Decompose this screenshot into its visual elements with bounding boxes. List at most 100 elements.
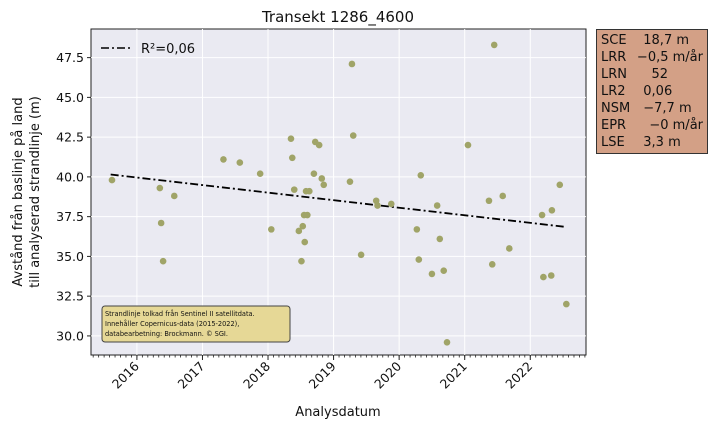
- x-tick-label: 2018: [240, 358, 273, 391]
- data-point: [295, 227, 303, 235]
- x-tick-label: 2021: [437, 359, 470, 392]
- y-tick-label: 45.0: [56, 90, 84, 105]
- annotation-line-3: databearbetning: Brockmann. © SGI.: [105, 330, 228, 338]
- data-point: [310, 170, 318, 178]
- data-point: [485, 197, 493, 205]
- data-point: [464, 141, 472, 149]
- data-point: [349, 132, 357, 139]
- stat-row-lrn: LRN 52: [601, 66, 703, 83]
- stat-key: LSE: [601, 135, 625, 150]
- data-point: [357, 251, 365, 259]
- y-tick-label: 30.0: [56, 328, 84, 343]
- legend: R²=0,06: [101, 42, 195, 57]
- legend-label: R²=0,06: [141, 42, 195, 57]
- y-axis-label-line-2: till analyserad strandlinje (m): [28, 96, 43, 288]
- data-point: [443, 338, 451, 346]
- y-tick-label: 47.5: [56, 50, 84, 65]
- stat-row-epr: EPR −0 m/år: [601, 117, 703, 134]
- data-point: [428, 270, 436, 278]
- data-point: [436, 235, 444, 243]
- stat-value: −0,5 m/år: [628, 50, 703, 65]
- stat-value: 3,3 m: [635, 135, 681, 150]
- stat-value: −7,7 m: [635, 101, 692, 116]
- data-point: [108, 176, 116, 184]
- stat-key: SCE: [601, 33, 627, 48]
- data-point: [505, 245, 513, 252]
- stat-key: EPR: [601, 118, 627, 133]
- x-tick-label: 2017: [174, 359, 207, 392]
- stat-value: 0,06: [635, 84, 673, 99]
- data-point: [267, 226, 275, 233]
- data-point: [288, 154, 296, 162]
- data-points: [108, 41, 570, 346]
- data-point: [236, 159, 244, 166]
- data-point: [433, 202, 441, 209]
- data-point: [346, 178, 354, 185]
- data-point: [156, 184, 164, 192]
- stat-row-lrr: LRR −0,5 m/år: [601, 49, 703, 66]
- x-axis-ticks: 2016 2017 2018 2019 2020 2021 2022: [92, 355, 586, 392]
- data-point: [499, 192, 507, 200]
- x-tick-label: 2016: [109, 358, 142, 391]
- grid: [91, 29, 586, 355]
- stat-row-lr2: LR2 0,06: [601, 83, 703, 100]
- y-axis-ticks: 30.0 32.5 35.0 37.5 40.0 42.5 45.0 47.5: [56, 50, 91, 343]
- annotation-line-1: Strandlinje tolkad från Sentinel II sate…: [105, 309, 255, 318]
- data-point: [538, 211, 546, 219]
- data-point: [387, 200, 395, 208]
- data-point: [315, 141, 323, 149]
- data-point: [556, 181, 564, 189]
- plot-area: [90, 28, 587, 356]
- data-point: [548, 206, 556, 214]
- statistics-box: SCE 18,7 m LRR −0,5 m/år LRN 52 LR2 0,06…: [596, 29, 708, 154]
- x-tick-label: 2019: [306, 358, 339, 391]
- data-point: [157, 219, 165, 227]
- data-point: [348, 60, 356, 68]
- data-point: [563, 300, 570, 308]
- y-tick-label: 42.5: [56, 130, 84, 145]
- y-tick-label: 32.5: [56, 289, 84, 304]
- stat-row-nsm: NSM −7,7 m: [601, 100, 703, 117]
- data-point: [287, 135, 295, 143]
- trend-line: [110, 173, 567, 228]
- stat-key: LRN: [601, 67, 627, 82]
- stat-value: −0 m/år: [628, 118, 703, 133]
- stat-key: LR2: [601, 84, 626, 99]
- stat-key: NSM: [601, 101, 631, 116]
- data-point: [440, 267, 448, 275]
- trend-line-group: [110, 173, 567, 228]
- stat-row-sce: SCE 18,7 m: [601, 32, 703, 49]
- source-annotation: Strandlinje tolkad från Sentinel II sate…: [101, 305, 291, 343]
- data-point: [415, 256, 423, 263]
- x-tick-label: 2022: [502, 359, 535, 392]
- stat-row-lse: LSE 3,3 m: [601, 134, 703, 151]
- x-tick-label: 2020: [371, 358, 404, 391]
- data-point: [301, 238, 309, 246]
- data-point: [413, 226, 421, 233]
- y-tick-label: 40.0: [56, 169, 84, 184]
- data-point: [170, 192, 178, 200]
- data-point: [374, 202, 381, 209]
- data-point: [299, 222, 307, 230]
- y-axis-label-line-1: Avstånd från baslinje på land: [11, 97, 26, 286]
- data-point: [417, 172, 425, 179]
- data-point: [306, 187, 313, 195]
- annotation-box: [101, 305, 291, 343]
- data-point: [540, 273, 547, 281]
- data-point: [547, 272, 555, 279]
- data-point: [159, 257, 167, 265]
- data-point: [318, 175, 326, 182]
- data-point: [256, 170, 264, 178]
- chart-title: Transekt 1286_4600: [261, 8, 414, 27]
- data-point: [490, 41, 498, 49]
- data-point: [290, 186, 298, 193]
- data-point: [220, 156, 227, 163]
- data-point: [298, 257, 305, 265]
- annotation-line-2: Innehåller Copernicus-data (2015-2022),: [105, 319, 239, 328]
- stat-value: 52: [635, 67, 669, 82]
- y-tick-label: 35.0: [56, 249, 84, 264]
- x-axis-label: Analysdatum: [295, 405, 380, 420]
- data-point: [488, 261, 496, 268]
- data-point: [304, 211, 311, 219]
